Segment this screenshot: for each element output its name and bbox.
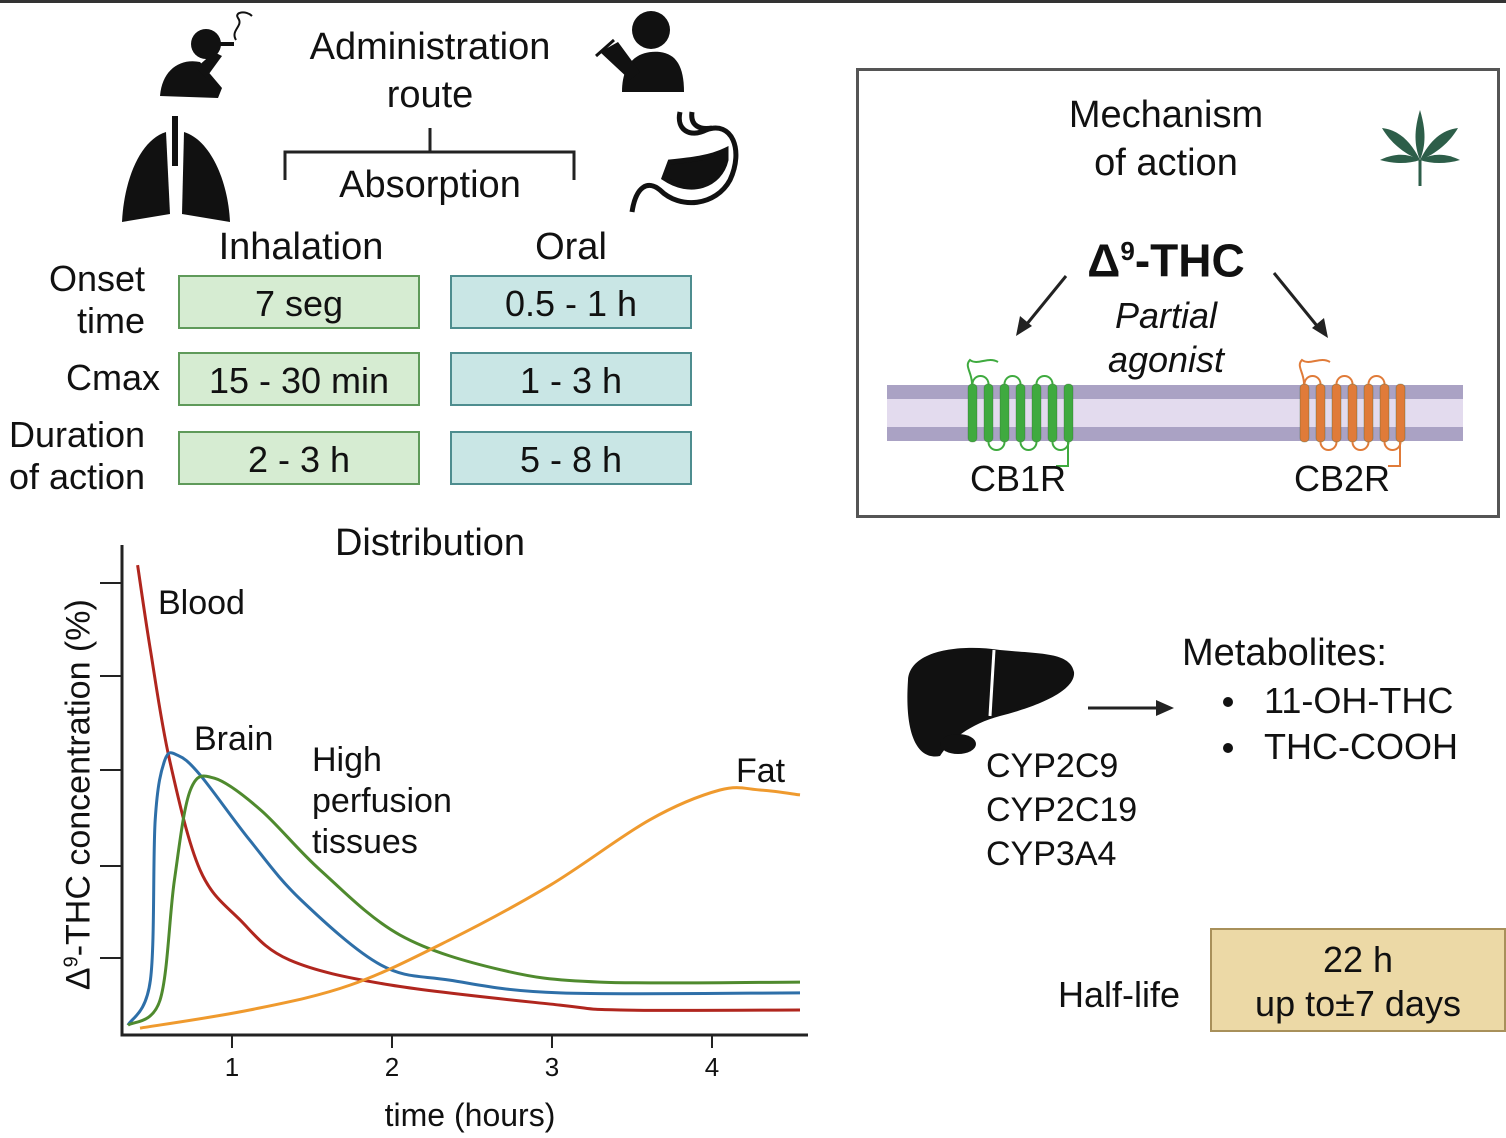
top-border: [0, 0, 1506, 3]
onset-inhalation: 7 seg: [178, 275, 420, 329]
duration-oral: 5 - 8 h: [450, 431, 692, 485]
arrow-to-cb2r: [1272, 272, 1324, 333]
cb1r-receptor-icon: [966, 358, 1074, 467]
duration-inhalation: 2 - 3 h: [178, 431, 420, 485]
column-inhalation: Inhalation: [218, 226, 384, 268]
enzyme: CYP2C19: [986, 791, 1138, 829]
chart-title: Distribution: [334, 522, 526, 564]
enzyme-list: CYP2C9 CYP2C19 CYP3A4: [986, 744, 1137, 876]
metabolites-title: Metabolites:: [1182, 632, 1387, 674]
metabolite: 11-OH-THC: [1264, 680, 1454, 721]
eating-person-icon: [595, 11, 684, 92]
series-line-blood: [136, 564, 801, 1012]
admin-title-line1: Administration: [309, 26, 551, 68]
series-label-fat: Fat: [736, 752, 786, 790]
cannabis-leaf-icon: [1380, 110, 1460, 186]
absorption-label: Absorption: [339, 164, 521, 206]
metabolite-bullet: [1223, 743, 1233, 753]
y-axis-label: Δ9-THC concentration (%): [59, 599, 98, 991]
enzyme: CYP3A4: [986, 835, 1117, 873]
x-tick-label: 1: [224, 1052, 240, 1082]
onset-oral: 0.5 - 1 h: [450, 275, 692, 329]
x-tick-label: 3: [544, 1052, 560, 1082]
chart-axes: [120, 545, 808, 1037]
series-line-high-perfusion-tissues: [127, 774, 801, 1027]
lungs-icon: [122, 116, 230, 222]
mechanism-title-line2: of action: [1094, 142, 1238, 184]
mechanism-panel: [856, 68, 1500, 518]
absorption-bracket: [283, 128, 576, 180]
cb2r-receptor-icon: [1298, 358, 1406, 467]
row-label-cmax: Cmax: [65, 357, 160, 398]
series-label-high-perfusion: High perfusion tissues: [312, 741, 452, 861]
series-label-blood: Blood: [158, 584, 245, 622]
liver-icon: [907, 647, 1075, 757]
drug-name: Δ9-THC: [1087, 234, 1245, 287]
x-tick-label: 2: [384, 1052, 400, 1082]
admin-title-line2: route: [386, 74, 474, 116]
mechanism-title-line1: Mechanism: [1068, 94, 1264, 136]
series-label-brain: Brain: [194, 720, 274, 758]
half-life-label: Half-life: [1058, 974, 1181, 1015]
x-axis-label: time (hours): [384, 1097, 556, 1133]
cmax-oral: 1 - 3 h: [450, 352, 692, 406]
cb2r-label: CB2R: [1293, 458, 1391, 499]
metabolism-arrow-head: [1156, 700, 1174, 716]
half-life-box: 22 h up to±7 days: [1210, 928, 1506, 1032]
relation-label: Partial agonist: [1107, 295, 1225, 380]
metabolite: THC-COOH: [1264, 726, 1458, 767]
row-label-duration: Duration of action: [8, 414, 146, 497]
cmax-inhalation: 15 - 30 min: [178, 352, 420, 406]
distribution-chart: [100, 545, 808, 1048]
arrow-head-cb1r: [1016, 316, 1032, 336]
x-tick-label: 4: [704, 1052, 720, 1082]
stomach-icon: [629, 111, 739, 213]
series-line-fat: [139, 786, 801, 1030]
row-label-onset: Onset time: [48, 258, 145, 341]
cb1r-label: CB1R: [969, 458, 1067, 499]
metabolite-bullet: [1223, 697, 1233, 707]
column-oral: Oral: [535, 226, 607, 268]
smoking-person-icon: [160, 11, 253, 98]
arrow-to-cb1r: [1020, 275, 1068, 331]
enzyme: CYP2C9: [986, 747, 1119, 785]
series-line-brain: [126, 751, 801, 1027]
arrow-head-cb2r: [1312, 318, 1328, 338]
